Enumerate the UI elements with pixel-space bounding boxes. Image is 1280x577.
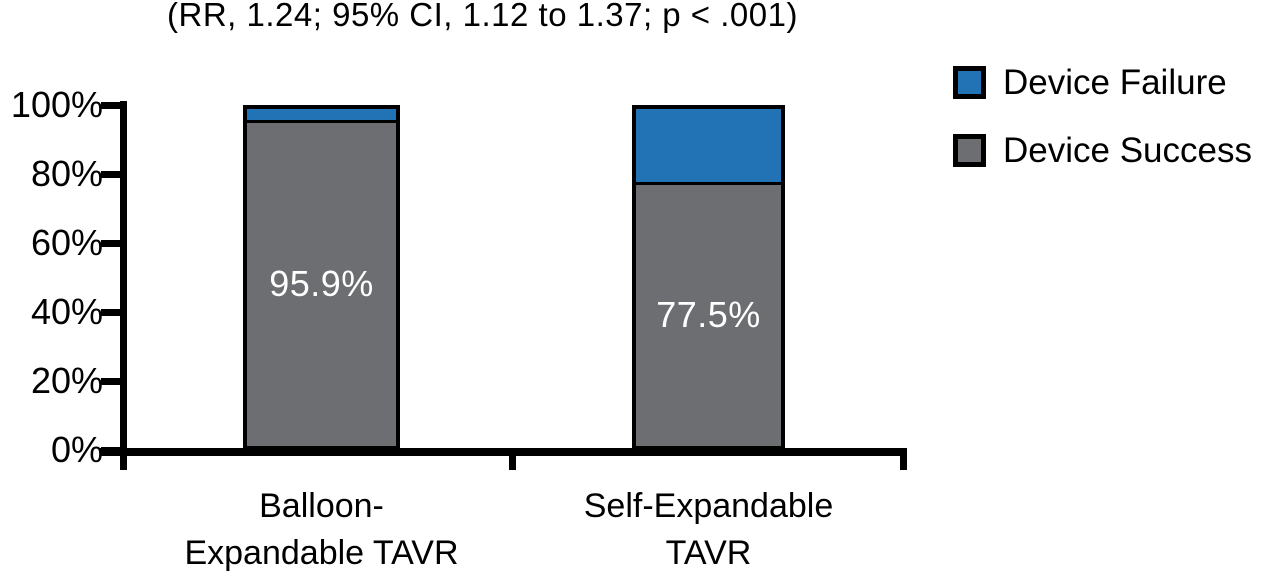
bar-1-segment-device-failure bbox=[247, 109, 396, 123]
legend-label-device-failure: Device Failure bbox=[1003, 62, 1227, 102]
x-axis-line bbox=[100, 448, 907, 456]
legend-label-device-success: Device Success bbox=[1003, 130, 1252, 170]
y-axis-label-40: 40% bbox=[30, 291, 103, 332]
legend-swatch-device-failure-icon bbox=[953, 66, 986, 99]
legend-item-device-success: Device Success bbox=[953, 131, 1252, 170]
legend: Device Failure Device Success bbox=[953, 63, 1252, 202]
y-axis-label-80: 80% bbox=[30, 153, 103, 194]
x-axis-tick-left bbox=[120, 448, 127, 470]
bar-2: 77.5% bbox=[632, 105, 785, 450]
y-axis-label-100: 100% bbox=[10, 84, 103, 125]
y-axis-tick-80 bbox=[101, 171, 127, 178]
y-axis-tick-60 bbox=[101, 240, 127, 247]
y-axis-line bbox=[120, 101, 127, 468]
bar-2-value-label: 77.5% bbox=[656, 294, 761, 336]
x-axis-category-label-2: Self-Expandable TAVR bbox=[583, 487, 834, 572]
y-axis-tick-20 bbox=[101, 378, 127, 385]
legend-item-device-failure: Device Failure bbox=[953, 63, 1252, 102]
bar-2-segment-device-success: 77.5% bbox=[636, 185, 781, 446]
bar-1-value-label: 95.9% bbox=[269, 263, 374, 305]
y-axis-tick-0 bbox=[101, 447, 127, 454]
x-axis-tick-right bbox=[900, 448, 907, 470]
bar-1: 95.9% bbox=[243, 105, 400, 450]
y-axis-tick-40 bbox=[101, 309, 127, 316]
y-axis-label-60: 60% bbox=[30, 222, 103, 263]
x-axis-tick-middle bbox=[509, 448, 516, 470]
y-axis-label-0: 0% bbox=[50, 429, 103, 470]
chart-title: (RR, 1.24; 95% CI, 1.12 to 1.37; p < .00… bbox=[167, 0, 798, 33]
y-axis-label-20: 20% bbox=[30, 360, 103, 401]
x-axis-category-label-1: Balloon- Expandable TAVR bbox=[184, 487, 459, 572]
bar-2-segment-device-failure bbox=[636, 109, 781, 185]
plot-area: 0% 20% 40% 60% 80% 100% 95.9% Balloon- Expandab… bbox=[10, 84, 907, 572]
legend-swatch-device-success-icon bbox=[953, 134, 986, 167]
y-axis-tick-100 bbox=[101, 102, 127, 109]
bar-1-segment-device-success: 95.9% bbox=[247, 123, 396, 446]
